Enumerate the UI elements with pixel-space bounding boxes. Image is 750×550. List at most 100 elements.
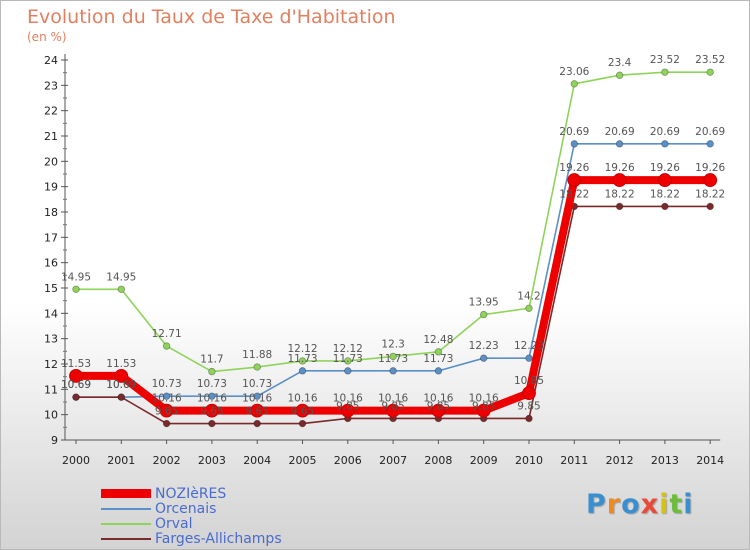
data-label: 12.23	[514, 340, 544, 352]
data-point	[208, 367, 216, 376]
y-tick-label: 10	[44, 409, 58, 422]
data-label: 9.85	[472, 400, 495, 412]
x-tick-label: 2002	[153, 454, 181, 467]
legend-swatch	[101, 507, 151, 510]
data-label: 14.2	[517, 290, 540, 302]
data-label: 9.65	[200, 406, 223, 418]
data-label: 12.23	[469, 340, 499, 352]
legend-swatch	[101, 537, 151, 540]
data-point	[253, 392, 261, 400]
data-label: 10.85	[514, 375, 544, 387]
logo-letter: r	[606, 489, 622, 520]
data-point	[476, 403, 491, 418]
data-point	[661, 68, 669, 76]
data-point	[208, 419, 216, 428]
data-point	[480, 354, 488, 362]
legend-label: Orval	[155, 515, 193, 532]
legend-swatch	[101, 489, 151, 498]
data-point	[661, 140, 669, 148]
proxiti-logo: Proxiti	[586, 489, 694, 520]
legend-swatch	[101, 522, 151, 525]
data-point	[72, 285, 80, 293]
data-label: 11.53	[61, 358, 91, 370]
y-tick-label: 24	[44, 54, 58, 67]
data-point	[117, 393, 125, 401]
data-point	[615, 202, 624, 211]
data-label: 23.4	[608, 57, 632, 69]
y-tick-label: 15	[44, 282, 58, 295]
series-line	[75, 71, 712, 373]
data-label: 10.16	[152, 393, 182, 405]
x-tick-label: 2001	[107, 454, 135, 467]
y-tick-label: 18	[44, 206, 58, 219]
data-point	[298, 367, 307, 375]
data-label: 18.22	[695, 188, 725, 200]
data-label: 18.22	[559, 188, 589, 200]
x-tick-label: 2010	[515, 454, 543, 467]
data-point	[159, 403, 174, 418]
data-point	[706, 68, 714, 76]
data-label: 13.95	[469, 297, 499, 309]
data-point	[703, 173, 718, 187]
data-label: 9.65	[246, 406, 269, 418]
data-label: 11.73	[287, 353, 317, 365]
y-tick-label: 17	[44, 231, 58, 244]
legend-label: Farges-Allichamps	[155, 530, 282, 547]
chart-title: Evolution du Taux de Taxe d'Habitation	[27, 6, 396, 28]
y-tick-label: 19	[44, 181, 58, 194]
data-label: 10.69	[106, 379, 136, 391]
series-line	[72, 176, 715, 415]
x-tick-label: 2000	[62, 454, 90, 467]
data-point	[431, 403, 446, 418]
data-label: 9.85	[336, 400, 359, 412]
y-tick-label: 12	[44, 358, 58, 371]
x-tick-label: 2007	[379, 454, 407, 467]
data-label: 10.16	[242, 393, 272, 405]
data-label: 20.69	[559, 126, 589, 138]
data-label: 11.7	[200, 354, 223, 366]
data-point	[117, 285, 125, 293]
y-tick-label: 20	[44, 155, 58, 168]
data-label: 10.69	[61, 379, 91, 391]
data-point	[434, 348, 443, 356]
data-point	[386, 403, 401, 418]
data-label: 19.26	[605, 162, 635, 174]
legend-item: Orcenais	[101, 500, 282, 517]
legend-label: Orcenais	[155, 500, 217, 517]
data-label: 10.16	[333, 393, 363, 405]
data-point	[612, 173, 627, 187]
y-tick-label: 22	[44, 105, 58, 118]
chart-legend: NOZIèRES Orcenais Orval Farges-Allichamps	[101, 485, 282, 547]
data-label: 12.12	[287, 343, 317, 355]
x-tick-label: 2012	[606, 454, 634, 467]
chart-subtitle: (en %)	[27, 30, 67, 44]
logo-letter: t	[669, 489, 684, 520]
data-label: 10.73	[152, 378, 182, 390]
data-point	[525, 354, 533, 362]
logo-letter: i	[683, 489, 694, 520]
x-tick-label: 2011	[560, 454, 588, 467]
data-point	[706, 140, 714, 148]
data-point	[69, 369, 83, 383]
legend-item: Farges-Allichamps	[101, 530, 282, 547]
data-point	[570, 80, 578, 88]
y-tick-label: 21	[44, 130, 58, 143]
data-label: 10.73	[242, 378, 272, 390]
data-label: 19.26	[650, 162, 680, 174]
data-point	[204, 403, 219, 418]
data-point	[344, 357, 352, 365]
legend-label: NOZIèRES	[155, 485, 227, 502]
data-label: 9.85	[517, 400, 540, 412]
data-label: 10.16	[378, 393, 408, 405]
data-point	[658, 173, 672, 187]
data-point	[525, 304, 533, 312]
x-tick-label: 2014	[696, 454, 724, 467]
data-label: 9.85	[427, 400, 450, 412]
data-label: 9.65	[291, 406, 314, 418]
data-point	[389, 367, 397, 375]
data-label: 11.88	[242, 349, 272, 361]
data-label: 12.12	[333, 343, 363, 355]
data-label: 11.53	[106, 358, 136, 370]
x-tick-label: 2004	[243, 454, 271, 467]
